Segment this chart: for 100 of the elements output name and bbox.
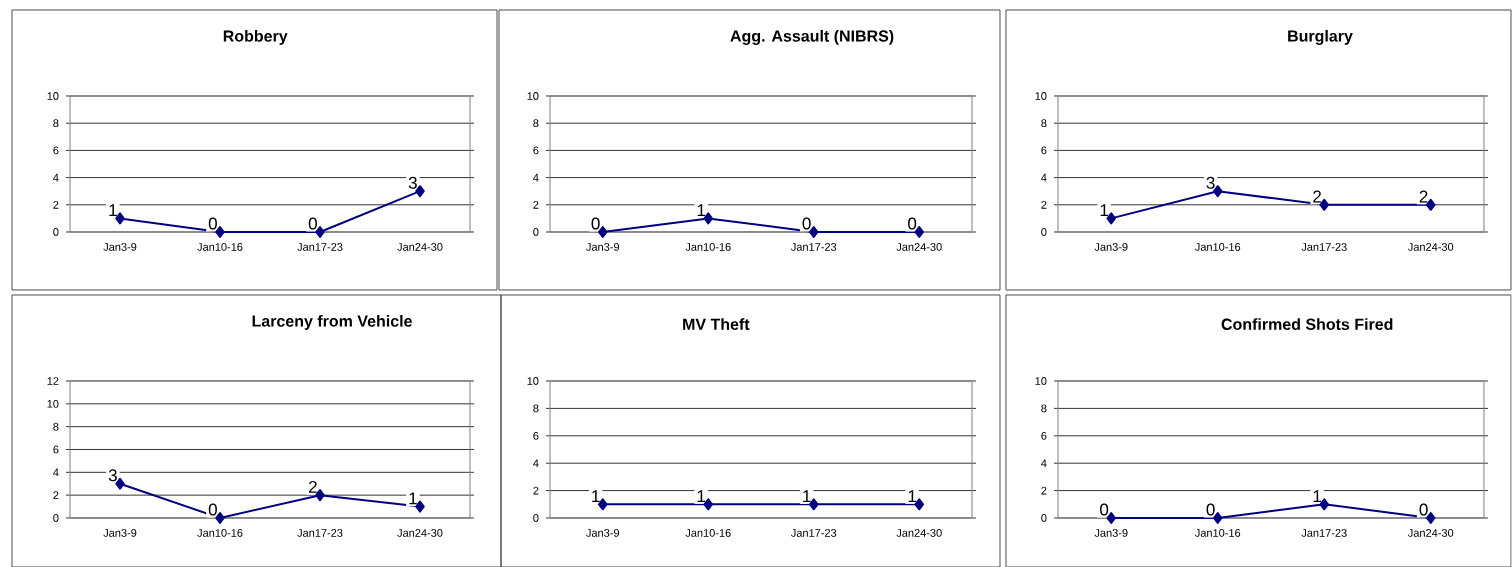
y-tick-label: 4 <box>533 459 539 467</box>
y-tick-label: 6 <box>1041 431 1047 440</box>
point <box>1106 212 1116 225</box>
chart-title: Burglary <box>1288 29 1353 45</box>
point <box>1213 185 1223 198</box>
y-tick-label: 8 <box>533 404 539 413</box>
y-tick-label: 2 <box>533 486 539 495</box>
point <box>315 225 325 238</box>
data-label: 0 <box>208 503 217 516</box>
y-tick-label: 10 <box>1035 377 1047 385</box>
y-tick-label: 0 <box>533 228 539 236</box>
point <box>1319 198 1329 211</box>
x-tick-label: Jan24-30 <box>1407 529 1454 537</box>
point <box>115 212 125 225</box>
y-tick-label: 6 <box>1041 146 1047 155</box>
chart-title: Confirmed Shots Fired <box>1221 318 1393 330</box>
x-tick-label: Jan17-23 <box>1301 243 1347 251</box>
y-tick-label: 8 <box>533 119 539 128</box>
data-label: 2 <box>1313 190 1321 203</box>
point <box>115 477 125 490</box>
chart-title: Larceny from Vehicle <box>252 314 412 330</box>
x-tick-label: Jan17-23 <box>1301 529 1347 537</box>
data-label: 1 <box>803 490 811 502</box>
y-tick-label: 8 <box>53 422 59 431</box>
data-label: 2 <box>1419 190 1428 203</box>
point <box>215 511 225 524</box>
x-tick-label: Jan3-9 <box>586 243 620 251</box>
data-label: 1 <box>697 490 706 502</box>
data-label: 2 <box>309 480 317 493</box>
x-tick-label: Jan24-30 <box>896 529 942 537</box>
y-tick-label: 10 <box>47 92 59 100</box>
x-tick-label: Jan24-30 <box>896 243 942 251</box>
data-label: 1 <box>908 490 917 502</box>
data-label: 0 <box>802 217 811 230</box>
y-tick-label: 8 <box>53 119 59 128</box>
data-label: 0 <box>591 217 600 230</box>
data-label: 1 <box>1100 204 1109 216</box>
y-tick-label: 4 <box>533 173 539 182</box>
y-tick-label: 8 <box>1041 404 1047 413</box>
y-tick-label: 0 <box>1041 228 1047 236</box>
point <box>315 489 325 502</box>
data-label: 3 <box>108 469 117 482</box>
chart-title: Robbery <box>223 30 288 45</box>
y-tick-label: 6 <box>53 146 59 155</box>
x-tick-label: Jan3-9 <box>103 529 137 537</box>
x-tick-label: Jan17-23 <box>297 243 343 251</box>
y-tick-label: 6 <box>533 431 539 440</box>
y-tick-label: 4 <box>1041 173 1047 182</box>
data-label: 1 <box>109 204 117 216</box>
x-tick-label: Jan10-16 <box>1194 243 1241 251</box>
data-label: 3 <box>1206 176 1215 189</box>
y-tick-label: 2 <box>1041 200 1047 209</box>
y-tick-label: 2 <box>53 491 59 499</box>
chart-title: Agg. Assault (NIBRS) <box>730 29 894 45</box>
y-tick-label: 0 <box>1041 514 1047 522</box>
data-label: 0 <box>1206 503 1215 516</box>
point <box>415 500 425 513</box>
x-tick-label: Jan10-16 <box>685 243 731 251</box>
y-tick-label: 6 <box>533 146 539 155</box>
chart-title: MV Theft <box>683 318 750 330</box>
data-label: 1 <box>592 490 600 502</box>
y-tick-label: 6 <box>53 445 59 454</box>
x-tick-label: Jan24-30 <box>397 529 443 537</box>
data-label: 1 <box>1313 490 1322 502</box>
data-label: 1 <box>697 204 706 216</box>
data-label: 0 <box>308 217 317 230</box>
x-tick-label: Jan17-23 <box>297 529 343 537</box>
y-tick-label: 2 <box>533 200 539 209</box>
y-tick-label: 0 <box>53 514 59 522</box>
x-tick-label: Jan10-16 <box>1194 529 1241 537</box>
y-tick-label: 2 <box>1041 486 1047 495</box>
x-tick-label: Jan3-9 <box>586 529 620 537</box>
x-tick-label: Jan17-23 <box>790 529 837 537</box>
y-tick-label: 0 <box>53 228 59 236</box>
y-tick-label: 0 <box>533 514 539 522</box>
x-tick-label: Jan24-30 <box>397 243 443 251</box>
y-tick-label: 8 <box>1041 119 1047 128</box>
y-tick-label: 10 <box>527 377 539 385</box>
y-tick-label: 12 <box>47 377 59 385</box>
data-label: 0 <box>1100 503 1109 516</box>
y-tick-label: 2 <box>53 200 59 209</box>
x-tick-label: Jan24-30 <box>1407 243 1454 251</box>
data-label: 0 <box>908 217 917 230</box>
data-label: 3 <box>408 176 417 189</box>
x-tick-label: Jan3-9 <box>103 243 137 251</box>
point <box>415 185 425 198</box>
y-tick-label: 10 <box>1035 92 1047 100</box>
x-tick-label: Jan17-23 <box>790 243 837 251</box>
x-tick-label: Jan10-16 <box>685 529 731 537</box>
y-tick-label: 4 <box>53 173 59 182</box>
data-label: 0 <box>1419 503 1428 516</box>
data-label: 1 <box>409 492 417 505</box>
point <box>215 225 225 238</box>
data-label: 0 <box>208 217 217 230</box>
y-tick-label: 10 <box>527 92 539 100</box>
x-tick-label: Jan10-16 <box>197 529 243 537</box>
y-tick-label: 10 <box>47 399 59 408</box>
x-tick-label: Jan10-16 <box>197 243 243 251</box>
x-tick-label: Jan3-9 <box>1094 243 1128 251</box>
y-tick-label: 4 <box>1041 459 1047 467</box>
